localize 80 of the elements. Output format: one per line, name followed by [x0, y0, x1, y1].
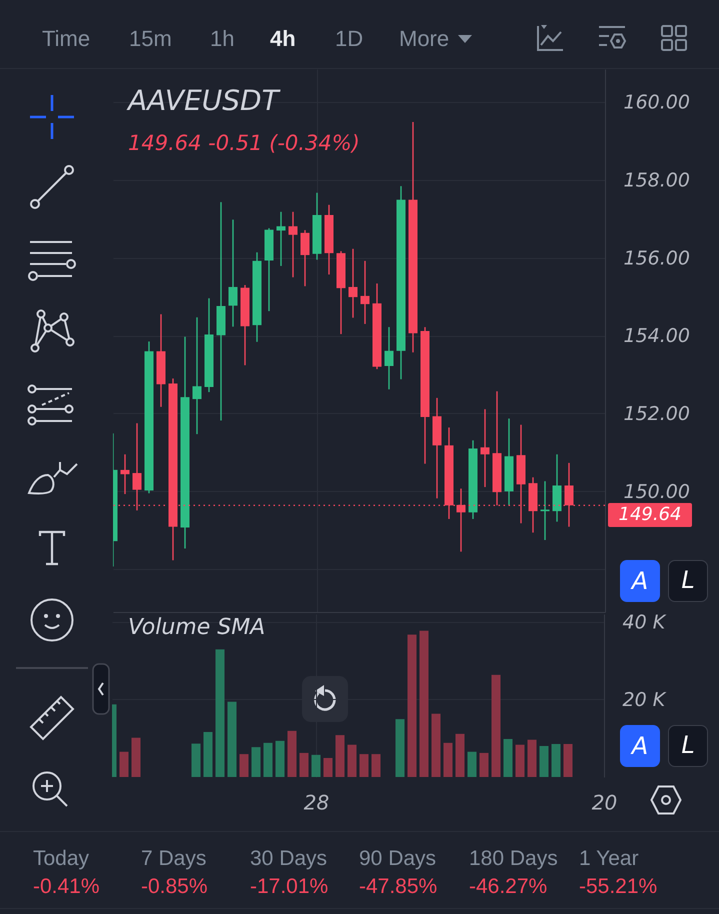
- bar: [408, 634, 416, 777]
- candlestick: [192, 316, 202, 435]
- chart-title: Volume SMA: [128, 614, 266, 642]
- text: 7 Days: [141, 847, 206, 871]
- y-tick-label: 160.00: [624, 92, 690, 114]
- bar: [252, 747, 260, 777]
- bar: [264, 742, 272, 777]
- y-tick-label: 154.00: [624, 325, 690, 348]
- bar: [120, 752, 128, 777]
- text: L: [668, 560, 708, 602]
- bar: [240, 754, 248, 777]
- text: Today: [33, 847, 90, 871]
- text: 15m: [129, 26, 172, 52]
- bar: [444, 742, 452, 777]
- bar: [336, 735, 344, 777]
- text: -0.85%: [141, 875, 208, 899]
- bar: [420, 630, 428, 777]
- bar: [540, 746, 548, 777]
- text: -46.27%: [469, 875, 548, 899]
- bar: [348, 744, 356, 777]
- text: -0.41%: [33, 875, 100, 899]
- bar: [228, 702, 236, 777]
- bar: [468, 752, 476, 777]
- ref-line-label: 149.64: [608, 503, 692, 528]
- y-tick-label: 152.00: [624, 402, 690, 425]
- text: -47.85%: [359, 875, 438, 899]
- text: 1h: [210, 26, 234, 52]
- text: 180 Days: [469, 847, 558, 871]
- text: 4h: [270, 26, 296, 52]
- y-tick-label: 40 K: [622, 611, 667, 634]
- x-tick-label: 20: [592, 790, 618, 814]
- bar: [360, 754, 368, 777]
- text: A: [620, 560, 660, 602]
- bar: [276, 740, 284, 777]
- candlestick: [348, 248, 358, 318]
- candlestick: [120, 454, 130, 495]
- bar: [456, 734, 464, 777]
- candlestick: [300, 230, 310, 287]
- bar: [132, 738, 140, 777]
- bar: [552, 744, 560, 777]
- bar: [432, 714, 440, 777]
- bar: [192, 744, 200, 777]
- y-tick-label: 158.00: [624, 169, 690, 192]
- text: 1D: [335, 26, 364, 52]
- candlestick: [276, 211, 286, 267]
- bar: [300, 752, 308, 777]
- candlestick: [384, 326, 394, 390]
- y-tick-label: 156.00: [624, 247, 690, 270]
- y-tick-label: 20 K: [622, 688, 667, 711]
- bar: [516, 744, 524, 777]
- text: AAVEUSDT: [128, 84, 279, 118]
- bar: [288, 730, 296, 777]
- bar: [528, 740, 536, 777]
- candlestick: [540, 480, 550, 541]
- text: -55.21%: [579, 875, 658, 899]
- bar: [312, 754, 320, 777]
- text: -17.01%: [250, 875, 328, 899]
- candlestick: [480, 408, 490, 488]
- text: Time: [42, 26, 90, 52]
- text: More: [399, 26, 450, 52]
- bar: [372, 754, 380, 777]
- bar: [216, 649, 224, 777]
- x-tick-label: 28: [304, 790, 330, 814]
- text: 149.64 -0.51 (-0.34%): [128, 130, 360, 156]
- candlestick: [228, 218, 238, 328]
- candlestick: [288, 211, 298, 278]
- candlestick: [360, 260, 370, 325]
- bar: [492, 674, 500, 777]
- text: L: [668, 725, 708, 767]
- bar: [504, 738, 512, 777]
- text: 1 Year: [579, 847, 639, 871]
- y-tick-label: 150.00: [624, 480, 690, 503]
- bar: [204, 732, 212, 777]
- text: A: [620, 725, 660, 767]
- bar: [480, 752, 488, 777]
- text: 30 Days: [250, 847, 328, 871]
- bar: [396, 719, 404, 777]
- bar: [324, 758, 332, 777]
- text: 90 Days: [359, 847, 436, 871]
- bar: [564, 744, 572, 777]
